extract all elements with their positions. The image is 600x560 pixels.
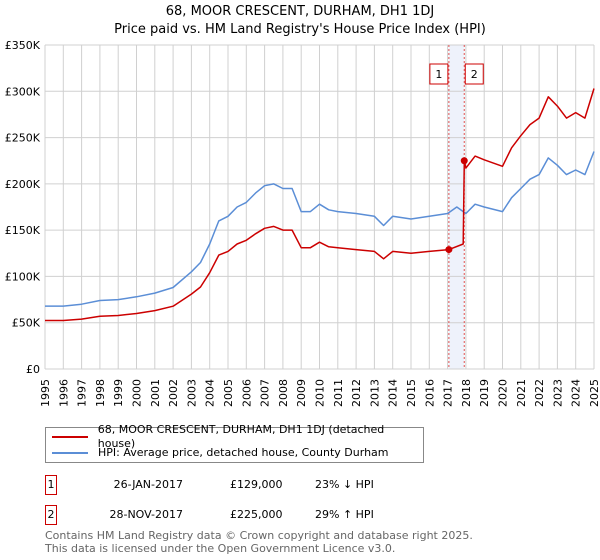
sale-row-1: 1 26-JAN-2017 £129,000 23% ↓ HPI [45, 475, 545, 495]
x-tick-label: 2008 [277, 379, 290, 407]
x-tick-label: 2014 [387, 379, 400, 407]
sale-point [460, 157, 468, 165]
sale-price: £225,000 [230, 508, 283, 521]
legend-swatch-red [52, 436, 88, 438]
hpi-line [45, 151, 595, 307]
y-tick-label: £300K [5, 85, 41, 98]
chart-subtitle: Price paid vs. HM Land Registry's House … [114, 22, 486, 37]
sale-date: 26-JAN-2017 [113, 478, 183, 491]
price-chart: 1995 1996 1997 1998 1999 2000 2001 2002 2003 2004… [5, 39, 600, 407]
x-tick-label: 2007 [259, 379, 272, 407]
x-tick-label: 2018 [460, 379, 473, 407]
legend-item-hpi: HPI: Average price, detached house, Coun… [52, 446, 389, 460]
sale-hpi: 29% ↑ HPI [315, 508, 374, 521]
x-tick-label: 2010 [314, 379, 327, 407]
x-tick-label: 2003 [185, 379, 198, 407]
x-tick-label: 1999 [112, 379, 125, 407]
x-tick-label: 1995 [39, 379, 52, 407]
sale-marker-label: 1 [435, 68, 442, 81]
property-price-line [45, 88, 595, 322]
x-tick-label: 1996 [57, 379, 70, 407]
y-tick-label: £200K [5, 178, 41, 191]
sale-marker-label: 2 [471, 68, 478, 81]
legend-swatch-blue [52, 452, 88, 454]
x-tick-label: 2023 [551, 379, 564, 407]
x-tick-label: 2005 [222, 379, 235, 407]
sale-marker: 1 [45, 475, 57, 495]
sale-point [445, 246, 453, 254]
x-tick-label: 2020 [497, 379, 510, 407]
x-tick-label: 2025 [588, 379, 600, 407]
x-tick-label: 2013 [368, 379, 381, 407]
x-tick-label: 2000 [131, 379, 144, 407]
x-tick-label: 2016 [423, 379, 436, 407]
legend-item-property: 68, MOOR CRESCENT, DURHAM, DH1 1DJ (deta… [52, 423, 423, 450]
sale-row-2: 2 28-NOV-2017 £225,000 29% ↑ HPI [45, 505, 545, 525]
x-tick-label: 2002 [167, 379, 180, 407]
x-tick-label: 2015 [405, 379, 418, 407]
y-tick-label: £250K [5, 132, 41, 145]
legend-label: HPI: Average price, detached house, Coun… [98, 446, 389, 459]
x-tick-label: 1998 [94, 379, 107, 407]
y-tick-label: £350K [5, 39, 41, 52]
x-tick-label: 1997 [76, 379, 89, 407]
y-tick-label: £100K [5, 270, 41, 283]
x-tick-label: 2004 [204, 379, 217, 407]
sale-price: £129,000 [230, 478, 283, 491]
y-tick-label: £0 [26, 363, 40, 376]
chart-title: 68, MOOR CRESCENT, DURHAM, DH1 1DJ [165, 4, 435, 19]
x-tick-label: 2021 [515, 379, 528, 407]
x-tick-label: 2024 [570, 379, 583, 407]
footer-copyright: Contains HM Land Registry data © Crown c… [45, 529, 473, 542]
sale-date: 28-NOV-2017 [109, 508, 183, 521]
x-tick-label: 2009 [295, 379, 308, 407]
x-tick-label: 2006 [240, 379, 253, 407]
x-tick-label: 2011 [332, 379, 345, 407]
legend: 68, MOOR CRESCENT, DURHAM, DH1 1DJ (deta… [45, 423, 424, 463]
y-tick-label: £50K [12, 317, 41, 330]
footer-license: This data is licensed under the Open Gov… [45, 542, 396, 555]
x-tick-label: 2022 [533, 379, 546, 407]
sale-marker-box [464, 63, 484, 85]
x-tick-label: 2001 [149, 379, 162, 407]
x-tick-label: 2017 [442, 379, 455, 407]
x-tick-label: 2012 [350, 379, 363, 407]
legend-label: 68, MOOR CRESCENT, DURHAM, DH1 1DJ (deta… [97, 423, 385, 450]
sale-marker: 2 [45, 505, 57, 525]
sale-marker-box [429, 63, 449, 85]
x-tick-label: 2019 [478, 379, 491, 407]
y-tick-label: £150K [5, 224, 41, 237]
sale-hpi: 23% ↓ HPI [315, 478, 374, 491]
